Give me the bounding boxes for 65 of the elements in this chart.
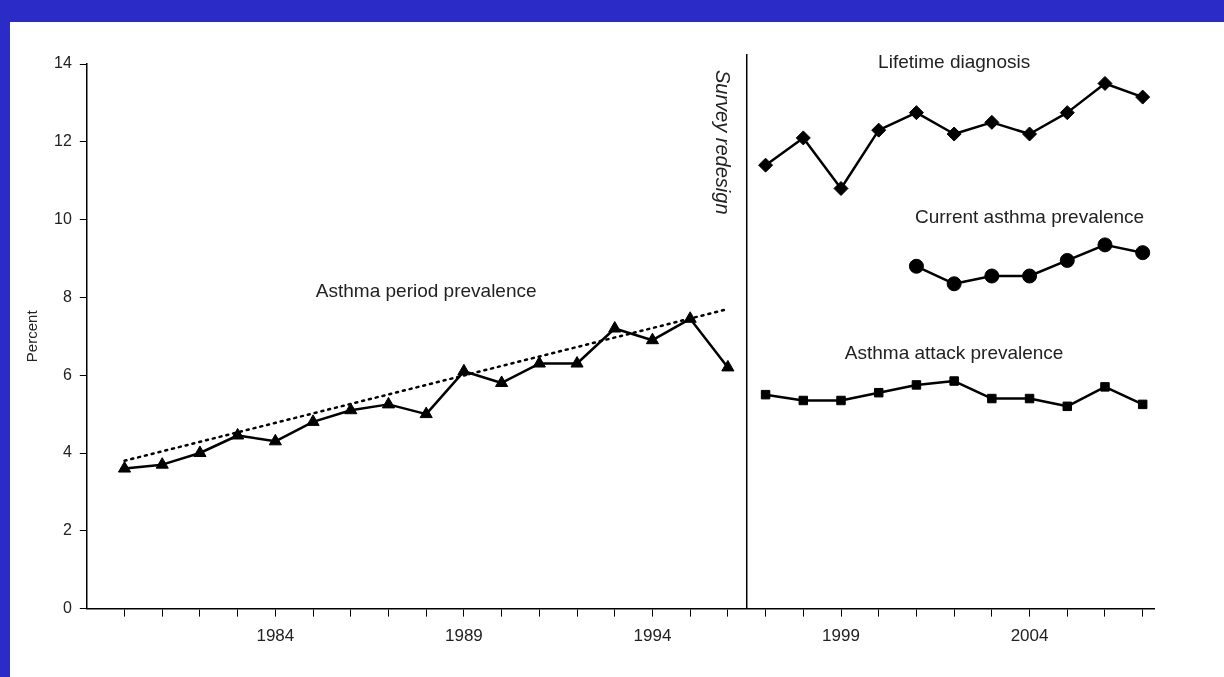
point — [1062, 401, 1073, 412]
point — [344, 402, 358, 415]
point — [1024, 393, 1035, 404]
point — [1097, 237, 1113, 253]
y-tick-label: 4 — [62, 443, 72, 461]
y-tick-label: 6 — [62, 365, 72, 383]
point — [987, 393, 997, 404]
point — [495, 375, 509, 387]
point — [833, 180, 849, 196]
point — [984, 114, 1000, 130]
x-tick-label: 1999 — [822, 626, 860, 646]
point — [946, 126, 962, 142]
y-tick-label: 2 — [62, 521, 72, 539]
y-tick-label: 12 — [54, 132, 72, 150]
point — [117, 461, 132, 473]
y-axis-title: Percent — [23, 309, 41, 363]
y-tick-label: 10 — [54, 210, 72, 228]
point — [1100, 382, 1110, 392]
point — [1137, 399, 1148, 410]
point — [949, 376, 959, 386]
point — [532, 356, 546, 368]
text: Asthma period prevalence — [315, 279, 537, 301]
point — [570, 356, 584, 368]
point — [1135, 245, 1151, 261]
point — [683, 311, 697, 323]
point — [1059, 252, 1075, 268]
point — [1059, 105, 1075, 121]
point — [645, 332, 660, 345]
series-label: Asthma attack prevalence — [844, 341, 1064, 363]
series-label: Current asthma prevalence — [914, 205, 1145, 227]
point — [908, 258, 924, 274]
point — [836, 395, 846, 406]
point — [1022, 126, 1038, 142]
point — [984, 268, 1000, 284]
point — [760, 389, 771, 400]
x-tick-label: 2004 — [1010, 626, 1049, 646]
point — [231, 428, 245, 440]
point — [798, 395, 809, 406]
point — [911, 380, 922, 390]
point — [155, 457, 169, 469]
point — [1097, 75, 1113, 91]
point — [608, 321, 622, 333]
y-tick-label: 8 — [62, 287, 72, 305]
point — [721, 359, 735, 372]
point — [268, 433, 282, 446]
point — [908, 105, 924, 121]
x-tick-label: 1994 — [633, 626, 672, 646]
point — [871, 122, 887, 138]
point — [758, 157, 774, 173]
point — [873, 387, 884, 398]
point — [419, 406, 433, 419]
point — [1022, 268, 1038, 284]
point — [193, 445, 207, 457]
text: Lifetime diagnosis — [878, 50, 1031, 72]
x-tick-label: 1989 — [444, 626, 483, 646]
point — [1135, 89, 1151, 105]
y-tick-label: 0 — [62, 599, 72, 617]
ref-line-label: Survey redesign — [712, 70, 735, 215]
point — [457, 363, 471, 376]
x-tick-label: 1984 — [256, 626, 295, 646]
point — [946, 276, 962, 292]
point — [795, 130, 811, 146]
point — [306, 414, 320, 426]
y-tick-label: 14 — [54, 54, 72, 72]
point — [381, 396, 396, 409]
